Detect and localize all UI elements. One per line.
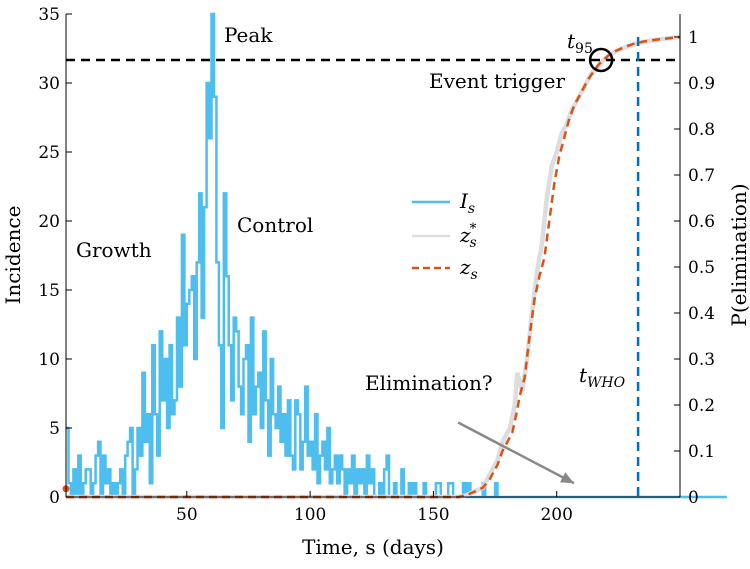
y-axis-label-left: Incidence xyxy=(1,206,25,305)
reference-layer xyxy=(62,37,680,497)
legend-label-zs-star: z* s xyxy=(459,221,477,251)
y-right-tick-label: 0 xyxy=(688,488,699,508)
axes-layer: 50 100 150 200 0 5 10 15 20 25 30 35 0 0.1 0.2 0.3 0.4 0.… xyxy=(38,5,715,525)
legend-is-sub: s xyxy=(468,201,475,217)
legend-zsstar-sub: s xyxy=(470,235,477,251)
x-tick-label: 100 xyxy=(294,505,326,525)
y-right-tick-label: 1 xyxy=(688,28,699,48)
series-line-is xyxy=(66,12,727,499)
legend-label-zs: zs xyxy=(459,255,478,283)
y-right-tick-label: 0.4 xyxy=(688,304,715,324)
annotation-event-trigger: Event trigger xyxy=(429,69,565,93)
y-right-tick-label: 0.7 xyxy=(688,166,715,186)
y-right-tick-label: 0.6 xyxy=(688,212,715,232)
y-right-tick-label: 0.3 xyxy=(688,350,715,370)
y-right-tick-label: 0.8 xyxy=(688,120,715,140)
x-axis-label: Time, s (days) xyxy=(302,535,444,559)
elimination-arrow-shaft xyxy=(457,421,575,485)
annotation-growth: Growth xyxy=(76,238,152,262)
legend-zsstar-main: z xyxy=(459,223,471,247)
y-left-tick-label: 15 xyxy=(38,281,60,301)
legend-label-is: Is xyxy=(459,189,475,217)
t95-subscript: 95 xyxy=(575,41,593,57)
annotation-control: Control xyxy=(237,213,313,237)
y-left-tick-label: 25 xyxy=(38,143,60,163)
elimination-arrow-head xyxy=(559,472,574,484)
twho-main: t xyxy=(579,363,588,387)
annotation-t95: t95 xyxy=(567,29,593,57)
y-left-tick-label: 10 xyxy=(38,350,60,370)
y-axis-label-right: P(elimination) xyxy=(727,183,750,326)
series-line-zs xyxy=(66,35,681,499)
y-right-tick-label: 0.2 xyxy=(688,396,715,416)
y-left-tick-label: 35 xyxy=(38,5,60,25)
legend-is-main: I xyxy=(459,189,469,213)
x-tick-label: 200 xyxy=(540,505,572,525)
t95-main: t xyxy=(567,29,576,53)
legend-zs-main: z xyxy=(459,255,471,279)
y-left-tick-label: 20 xyxy=(38,212,60,232)
annotation-elimination: Elimination? xyxy=(365,371,493,395)
annotation-peak: Peak xyxy=(224,23,273,47)
legend-zs-sub: s xyxy=(471,267,478,283)
x-tick-label: 50 xyxy=(176,505,198,525)
series-layer xyxy=(66,12,727,500)
y-right-tick-label: 0.5 xyxy=(688,258,715,278)
legend-zsstar-sup: * xyxy=(470,221,477,237)
x-tick-label: 150 xyxy=(417,505,449,525)
y-left-tick-label: 0 xyxy=(49,488,60,508)
y-left-tick-label: 5 xyxy=(49,419,60,439)
y-left-tick-label: 30 xyxy=(38,74,60,94)
marker-t95-circle xyxy=(588,47,614,73)
annotation-twho: tWHO xyxy=(579,363,626,391)
legend: Is z* s zs xyxy=(412,189,478,283)
y-right-tick-label: 0.1 xyxy=(688,442,715,462)
y-right-tick-label: 0.9 xyxy=(688,74,715,94)
twho-subscript: WHO xyxy=(587,375,626,391)
